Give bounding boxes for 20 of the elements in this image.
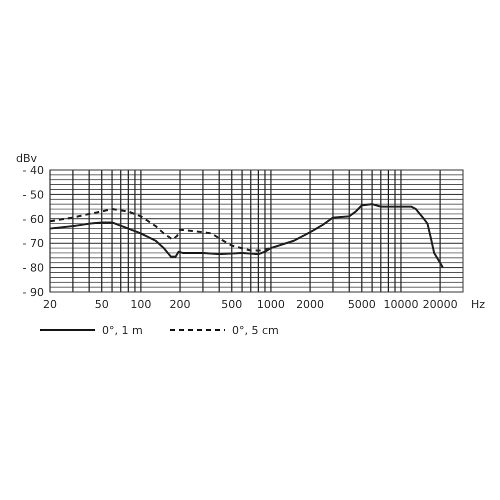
y-tick-label: - 60 bbox=[22, 212, 44, 226]
y-tick-label: - 80 bbox=[22, 262, 44, 275]
y-tick-label: - 90 bbox=[22, 286, 44, 299]
y-axis-title: dBv bbox=[16, 152, 38, 165]
y-tick-label: - 70 bbox=[22, 237, 44, 250]
x-tick-label: 500 bbox=[221, 298, 242, 311]
legend-label: 0°, 5 cm bbox=[232, 324, 279, 337]
x-tick-label: 50 bbox=[94, 298, 109, 311]
x-tick-label: 20 bbox=[43, 298, 57, 311]
y-tick-label: - 40 bbox=[22, 164, 44, 177]
x-tick-label: 1000 bbox=[256, 298, 285, 311]
x-tick-label: 5000 bbox=[348, 298, 376, 311]
x-tick-label: 100 bbox=[130, 298, 152, 311]
legend-label: 0°, 1 m bbox=[102, 324, 143, 337]
x-tick-label: 20000 bbox=[422, 298, 458, 311]
x-tick-label: 10000 bbox=[383, 298, 418, 311]
x-tick-label: 200 bbox=[170, 298, 191, 311]
x-tick-label: 2000 bbox=[296, 298, 324, 311]
y-tick-label: - 50 bbox=[22, 188, 44, 202]
x-axis-title: Hz bbox=[471, 298, 486, 311]
